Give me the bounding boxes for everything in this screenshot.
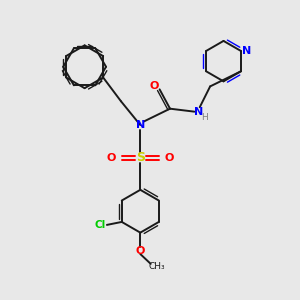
Text: H: H	[201, 112, 208, 122]
Text: O: O	[136, 246, 145, 256]
Text: O: O	[165, 153, 174, 163]
Text: N: N	[194, 107, 203, 117]
Text: Cl: Cl	[95, 220, 106, 230]
Text: N: N	[242, 46, 251, 56]
Text: CH₃: CH₃	[148, 262, 165, 271]
Text: S: S	[136, 151, 145, 164]
Text: N: N	[136, 120, 145, 130]
Text: O: O	[150, 81, 159, 92]
Text: O: O	[106, 153, 116, 163]
